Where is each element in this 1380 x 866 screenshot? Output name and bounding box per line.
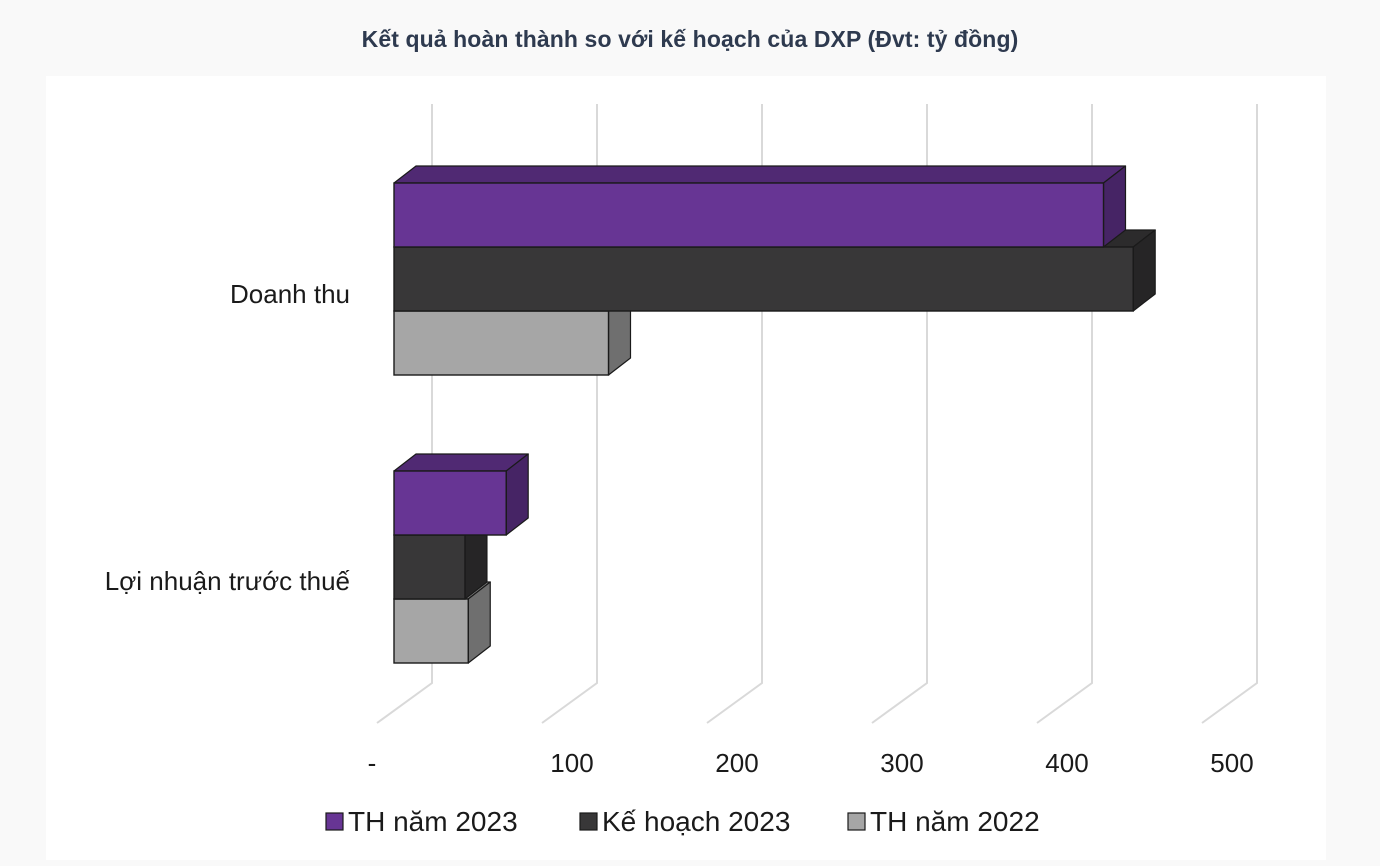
x-tick-label: 100 xyxy=(550,748,593,778)
category-labels: Doanh thu Lợi nhuận trước thuế xyxy=(105,279,351,596)
category-label: Lợi nhuận trước thuế xyxy=(105,566,351,596)
legend-swatch xyxy=(579,812,598,831)
bar-front-face xyxy=(393,534,466,600)
x-tick-label: 500 xyxy=(1210,748,1253,778)
legend-label: TH năm 2022 xyxy=(870,806,1040,837)
bar-front-face xyxy=(393,246,1134,312)
chart-title: Kết quả hoàn thành so với kế hoạch của D… xyxy=(361,26,1019,52)
x-tick-labels: - 100 200 300 400 500 xyxy=(368,748,1254,778)
legend-swatch xyxy=(325,812,344,831)
gridline xyxy=(1201,104,1258,724)
bar-top-face xyxy=(393,453,529,472)
legend-item: TH năm 2022 xyxy=(847,806,1040,837)
x-tick-label: 300 xyxy=(880,748,923,778)
legend-label: Kế hoạch 2023 xyxy=(602,806,790,837)
legend-item: Kế hoạch 2023 xyxy=(579,806,790,837)
legend: TH năm 2023 Kế hoạch 2023 TH năm 2022 xyxy=(325,806,1040,837)
legend-label: TH năm 2023 xyxy=(348,806,518,837)
bar-th-năm-2023 xyxy=(393,165,1127,248)
legend-item: TH năm 2023 xyxy=(325,806,518,837)
category-label: Doanh thu xyxy=(230,279,350,309)
bar-front-face xyxy=(393,310,610,376)
x-tick-label: 400 xyxy=(1045,748,1088,778)
bar-th-năm-2023 xyxy=(393,453,529,536)
bar-front-face xyxy=(393,598,469,664)
bar-front-face xyxy=(393,182,1105,248)
legend-swatch xyxy=(847,812,866,831)
bar-front-face xyxy=(393,470,507,536)
bars xyxy=(393,165,1156,664)
bar-top-face xyxy=(393,165,1127,184)
x-tick-label: 200 xyxy=(715,748,758,778)
x-tick-label: - xyxy=(368,748,377,778)
